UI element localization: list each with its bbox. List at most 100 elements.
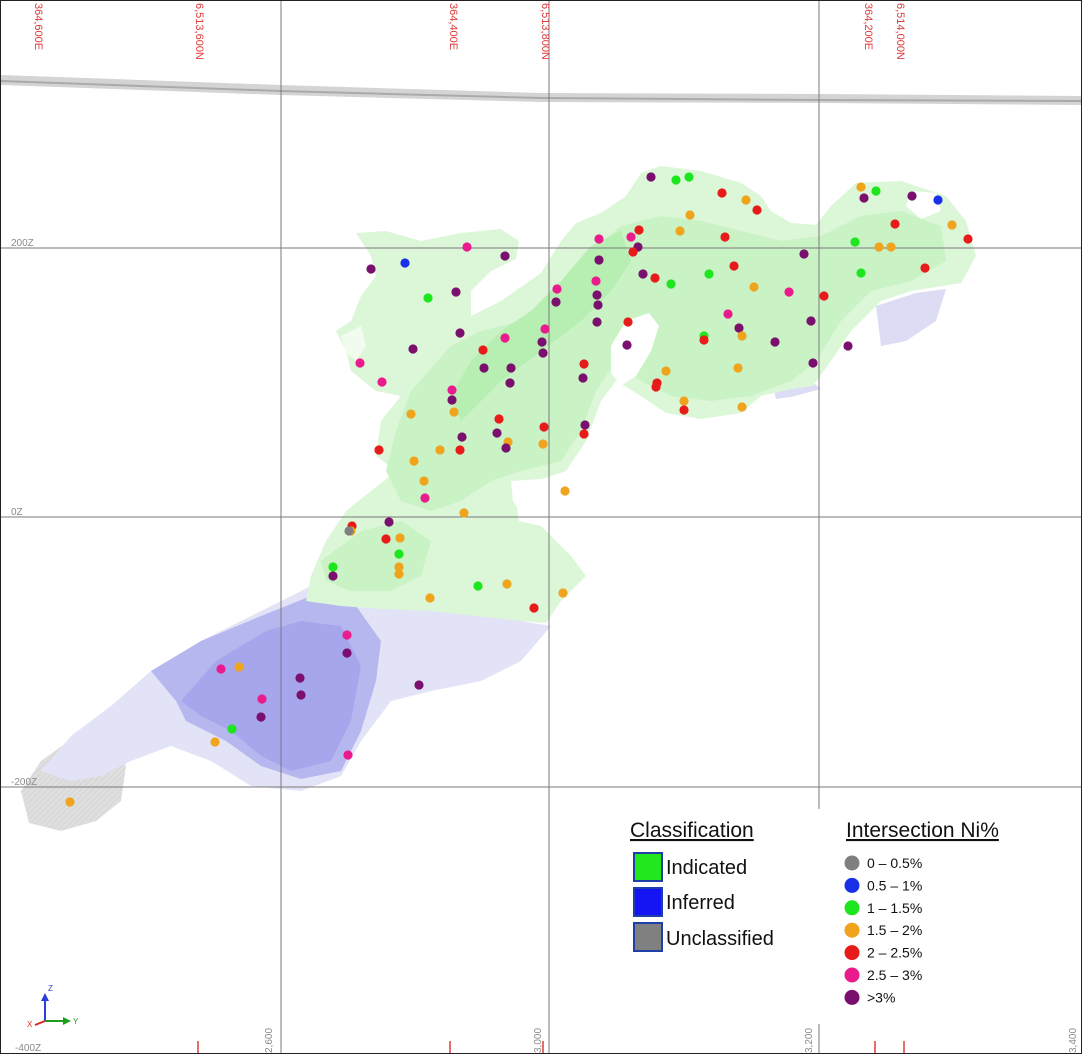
intersection-point xyxy=(355,358,365,368)
intersection-point xyxy=(737,402,747,412)
legend: Classification Indicated Inferred Unclas… xyxy=(613,809,1073,1024)
intersection-point xyxy=(425,593,435,603)
intersection-point xyxy=(933,195,943,205)
intersection-point xyxy=(457,432,467,442)
ni-legend-label: 1.5 – 2% xyxy=(867,922,922,938)
intersection-point xyxy=(447,395,457,405)
intersection-point xyxy=(890,219,900,229)
intersection-point xyxy=(342,648,352,658)
intersection-point xyxy=(400,258,410,268)
intersection-point xyxy=(591,276,601,286)
intersection-point xyxy=(420,493,430,503)
intersection-point xyxy=(819,291,829,301)
intersection-point xyxy=(799,249,809,259)
bottom-label: 3,200 xyxy=(804,1028,815,1053)
ni-legend-swatch xyxy=(844,877,860,893)
intersection-point xyxy=(449,407,459,417)
intersection-point xyxy=(537,337,547,347)
indicated-swatch xyxy=(633,852,663,882)
intersection-points xyxy=(65,172,973,807)
intersection-point xyxy=(394,562,404,572)
intersection-point xyxy=(626,232,636,242)
intersection-point xyxy=(227,724,237,734)
intersection-point xyxy=(638,269,648,279)
intersection-point xyxy=(414,680,424,690)
indicated-label: Indicated xyxy=(666,857,747,879)
intersection-point xyxy=(478,345,488,355)
intersection-point xyxy=(720,232,730,242)
intersection-point xyxy=(501,443,511,453)
elevation-label: -400Z xyxy=(15,1043,41,1053)
intersection-point xyxy=(451,287,461,297)
intersection-point xyxy=(723,309,733,319)
intersection-point xyxy=(850,237,860,247)
top-label: 6,513,800N xyxy=(539,3,551,60)
intersection-point xyxy=(671,175,681,185)
intersection-point xyxy=(646,172,656,182)
bottom-label: 3,000 xyxy=(533,1028,544,1053)
intersection-point xyxy=(886,242,896,252)
ni-legend-label: >3% xyxy=(867,989,895,1005)
intersection-point xyxy=(500,251,510,261)
intersection-point xyxy=(907,191,917,201)
axis-triad-icon: Z Y X xyxy=(27,984,79,1029)
intersection-point xyxy=(963,234,973,244)
intersection-point xyxy=(551,297,561,307)
intersection-point xyxy=(920,263,930,273)
intersection-point xyxy=(628,247,638,257)
ni-legend-label: 2 – 2.5% xyxy=(867,945,922,961)
intersection-point xyxy=(717,188,727,198)
ni-legend-swatch xyxy=(844,967,860,983)
intersection-point xyxy=(650,273,660,283)
intersection-point xyxy=(435,445,445,455)
intersection-point xyxy=(473,581,483,591)
intersection-point xyxy=(374,445,384,455)
intersection-point xyxy=(377,377,387,387)
unclassified-label: Unclassified xyxy=(666,928,774,950)
indicated-zone xyxy=(306,166,976,623)
intersection-point xyxy=(685,210,695,220)
intersection-point xyxy=(749,282,759,292)
intersection-point xyxy=(856,268,866,278)
intersection-point xyxy=(455,445,465,455)
intersection-point xyxy=(381,534,391,544)
intersection-point xyxy=(343,750,353,760)
intersection-point xyxy=(806,316,816,326)
intersection-point xyxy=(634,225,644,235)
intersection-point xyxy=(859,193,869,203)
ni-legend-label: 2.5 – 3% xyxy=(867,967,922,983)
intersection-point xyxy=(394,569,404,579)
intersection-point xyxy=(594,255,604,265)
intersection-point xyxy=(295,673,305,683)
intersection-point xyxy=(734,323,744,333)
intersection-point xyxy=(592,317,602,327)
intersection-point xyxy=(651,382,661,392)
intersection-point xyxy=(234,662,244,672)
intersection-point xyxy=(579,359,589,369)
intersection-point xyxy=(580,420,590,430)
inferred-zone xyxy=(41,289,946,791)
top-label: 6,514,000N xyxy=(894,3,906,60)
elevation-label: -200Z xyxy=(11,777,37,788)
elevation-label: 0Z xyxy=(11,507,23,518)
intersection-point xyxy=(622,340,632,350)
inferred-label: Inferred xyxy=(666,892,735,914)
intersection-point xyxy=(342,630,352,640)
intersection-point xyxy=(256,712,266,722)
topography-surface xyxy=(1,75,1081,105)
intersection-point xyxy=(529,603,539,613)
bottom-label: 3,400 xyxy=(1068,1028,1079,1053)
intersection-point xyxy=(384,517,394,527)
elevation-labels: 200Z 0Z -200Z -400Z xyxy=(11,238,41,1053)
intersection-point xyxy=(578,373,588,383)
intersection-point xyxy=(423,293,433,303)
intersection-point xyxy=(394,549,404,559)
intersection-point xyxy=(409,456,419,466)
intersection-point xyxy=(871,186,881,196)
intersection-point xyxy=(539,422,549,432)
intersection-point xyxy=(623,317,633,327)
intersection-point xyxy=(784,287,794,297)
ni-legend-swatch xyxy=(844,989,860,1005)
